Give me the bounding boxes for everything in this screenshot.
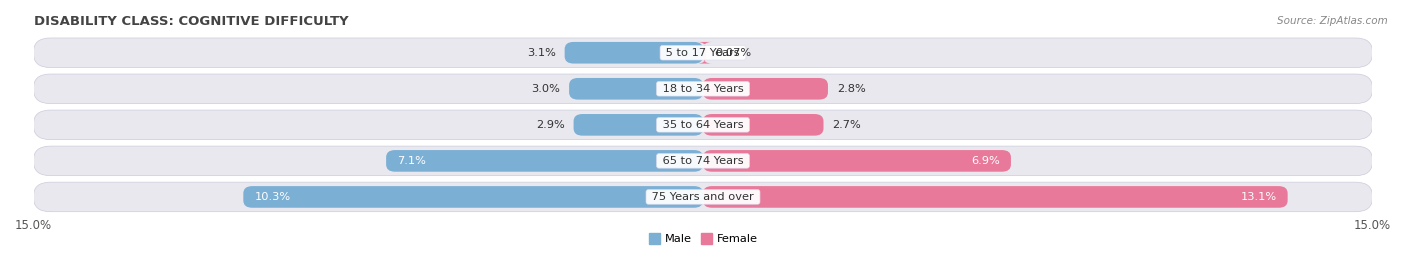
FancyBboxPatch shape <box>34 182 1372 212</box>
Text: 3.0%: 3.0% <box>531 84 560 94</box>
Text: 13.1%: 13.1% <box>1240 192 1277 202</box>
Legend: Male, Female: Male, Female <box>644 229 762 249</box>
Text: 10.3%: 10.3% <box>254 192 291 202</box>
Text: 2.9%: 2.9% <box>536 120 565 130</box>
Text: 75 Years and over: 75 Years and over <box>648 192 758 202</box>
FancyBboxPatch shape <box>574 114 703 136</box>
Text: 18 to 34 Years: 18 to 34 Years <box>659 84 747 94</box>
FancyBboxPatch shape <box>565 42 703 63</box>
FancyBboxPatch shape <box>697 42 711 63</box>
FancyBboxPatch shape <box>703 78 828 100</box>
FancyBboxPatch shape <box>34 110 1372 140</box>
Text: 6.9%: 6.9% <box>972 156 1000 166</box>
Text: 2.7%: 2.7% <box>832 120 860 130</box>
Text: Source: ZipAtlas.com: Source: ZipAtlas.com <box>1277 16 1388 26</box>
FancyBboxPatch shape <box>703 186 1288 208</box>
FancyBboxPatch shape <box>243 186 703 208</box>
Text: 5 to 17 Years: 5 to 17 Years <box>662 48 744 58</box>
Text: 2.8%: 2.8% <box>837 84 866 94</box>
FancyBboxPatch shape <box>569 78 703 100</box>
FancyBboxPatch shape <box>703 150 1011 172</box>
FancyBboxPatch shape <box>387 150 703 172</box>
Text: 35 to 64 Years: 35 to 64 Years <box>659 120 747 130</box>
FancyBboxPatch shape <box>34 146 1372 176</box>
Text: 65 to 74 Years: 65 to 74 Years <box>659 156 747 166</box>
Text: 7.1%: 7.1% <box>398 156 426 166</box>
Text: 0.07%: 0.07% <box>716 48 751 58</box>
Text: 3.1%: 3.1% <box>527 48 555 58</box>
FancyBboxPatch shape <box>34 74 1372 104</box>
Text: DISABILITY CLASS: COGNITIVE DIFFICULTY: DISABILITY CLASS: COGNITIVE DIFFICULTY <box>34 15 349 28</box>
FancyBboxPatch shape <box>34 38 1372 68</box>
FancyBboxPatch shape <box>703 114 824 136</box>
